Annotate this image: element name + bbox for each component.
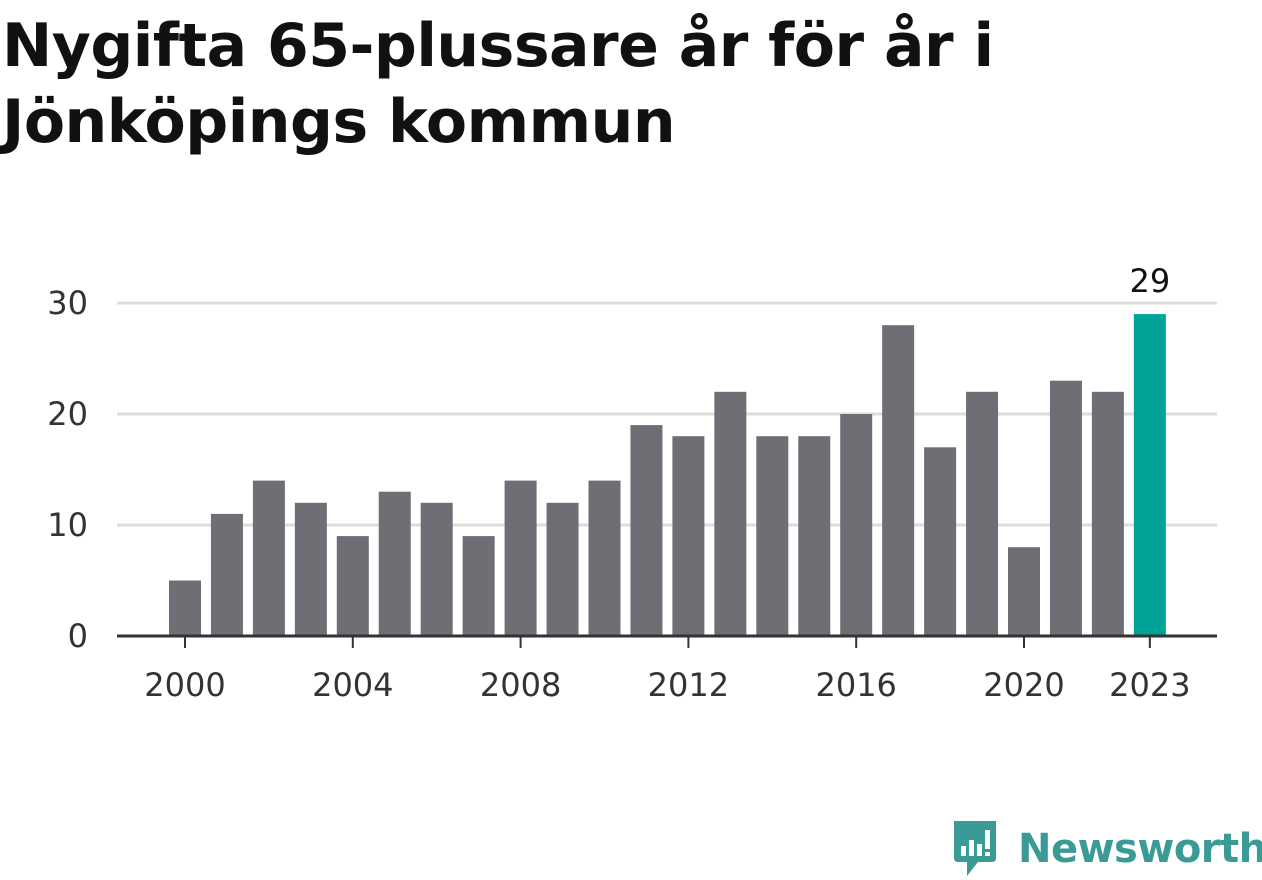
bar-2017 bbox=[882, 325, 915, 636]
x-tick-label: 2000 bbox=[144, 666, 225, 704]
bar-2013 bbox=[714, 391, 747, 636]
bar-2019 bbox=[966, 391, 999, 636]
data-label-2023: 29 bbox=[1129, 262, 1170, 300]
x-tick-label: 2016 bbox=[815, 666, 896, 704]
bar-2009 bbox=[546, 502, 579, 636]
x-tick-label: 2004 bbox=[312, 666, 393, 704]
chart-title: Nygifta 65-plussare år för år i Jönköpin… bbox=[2, 11, 994, 157]
bar-2007 bbox=[462, 536, 495, 636]
x-tick-label: 2020 bbox=[983, 666, 1064, 704]
bar-2006 bbox=[420, 502, 453, 636]
bar-2023 bbox=[1133, 314, 1166, 636]
bars bbox=[169, 314, 1166, 636]
bar-2008 bbox=[504, 480, 537, 636]
bar-2022 bbox=[1091, 391, 1124, 636]
y-tick-label: 20 bbox=[47, 395, 88, 433]
bar-2001 bbox=[210, 513, 243, 636]
bar-2005 bbox=[378, 491, 411, 636]
bar-2020 bbox=[1008, 547, 1040, 636]
bar-2003 bbox=[294, 502, 327, 636]
bar-2018 bbox=[924, 447, 957, 636]
labels: 0 10 20 30 29 2000 2004 2008 2012 2016 2020 2023 bbox=[47, 262, 1190, 704]
newsworthy-logo-icon bbox=[954, 821, 996, 876]
bar-2021 bbox=[1049, 380, 1082, 636]
bar-2016 bbox=[840, 414, 873, 636]
bar-2014 bbox=[756, 436, 789, 636]
bar-2015 bbox=[798, 436, 831, 636]
x-tick-label: 2008 bbox=[480, 666, 561, 704]
x-tick-label: 2012 bbox=[648, 666, 729, 704]
y-tick-label: 10 bbox=[47, 506, 88, 544]
y-tick-label: 30 bbox=[47, 284, 88, 322]
bar-2011 bbox=[630, 425, 663, 636]
brand-logo: Newsworthy bbox=[950, 818, 1262, 880]
bar-2012 bbox=[672, 436, 705, 636]
bar-2000 bbox=[169, 580, 201, 636]
bar-2010 bbox=[588, 480, 621, 636]
bar-2004 bbox=[336, 536, 369, 636]
bar-2002 bbox=[252, 480, 285, 636]
brand-name: Newsworthy bbox=[1018, 826, 1262, 872]
y-tick-label: 0 bbox=[68, 617, 88, 655]
x-tick-label: 2023 bbox=[1109, 666, 1190, 704]
axes bbox=[117, 634, 1217, 648]
